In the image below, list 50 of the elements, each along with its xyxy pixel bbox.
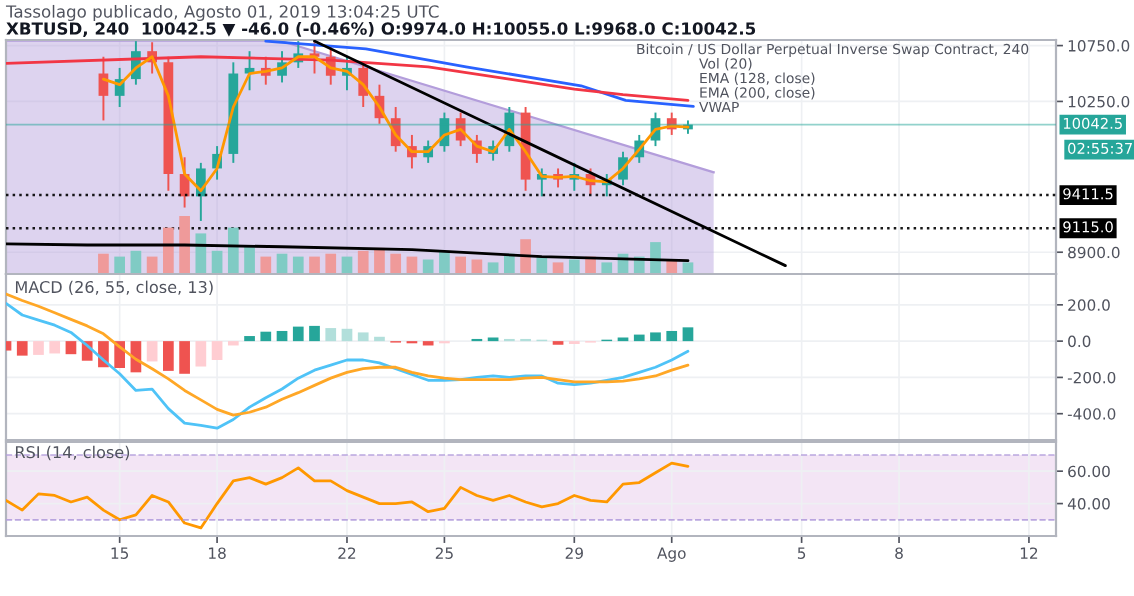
bar [179, 341, 190, 374]
bar [309, 256, 320, 274]
bar [682, 327, 694, 342]
line-series [264, 40, 695, 108]
bar [195, 341, 207, 367]
bar [357, 332, 369, 342]
bar [309, 325, 320, 342]
line-series [6, 292, 690, 417]
bar [601, 262, 613, 274]
bar [650, 332, 661, 342]
bar [276, 330, 288, 342]
line-series [6, 461, 690, 530]
chart-title: Tassolago publicado, Agosto 01, 2019 13:04:25 UTC [5, 4, 439, 22]
bar [163, 227, 174, 274]
bar [390, 253, 402, 274]
bar [260, 331, 272, 342]
bar [341, 328, 353, 342]
bar [260, 256, 272, 274]
bar [666, 330, 678, 342]
bar [357, 250, 369, 274]
bar [292, 256, 304, 274]
bar [650, 242, 661, 274]
bar [374, 336, 385, 342]
chart-title: MACD (26, 55, close, 13) [15, 280, 213, 296]
bar [49, 341, 61, 354]
bar [98, 253, 109, 274]
bar [455, 256, 466, 274]
bar [292, 326, 304, 342]
bar [633, 334, 645, 342]
bar [244, 336, 255, 342]
bar [374, 247, 385, 274]
bar [195, 233, 207, 274]
bar [325, 253, 337, 274]
bar [325, 328, 337, 342]
bar [114, 256, 126, 274]
bar [33, 341, 44, 355]
bar [568, 259, 580, 274]
bar [146, 341, 158, 362]
bar [227, 227, 239, 274]
chart-subtitle: XBTUSD, 240 10042.5 ▼ -46.0 (-0.46%) O:9974.0 H:10055.0 L:9968.0 C:10042.5 [6, 21, 756, 37]
chart-title: RSI (14, close) [15, 445, 130, 461]
bar [163, 341, 174, 371]
bar [520, 239, 531, 274]
bar [179, 216, 190, 274]
bar [16, 341, 28, 356]
line-series [6, 55, 690, 102]
bar [211, 341, 223, 360]
line-series [6, 302, 690, 430]
bar [422, 259, 434, 274]
bar [65, 341, 77, 355]
